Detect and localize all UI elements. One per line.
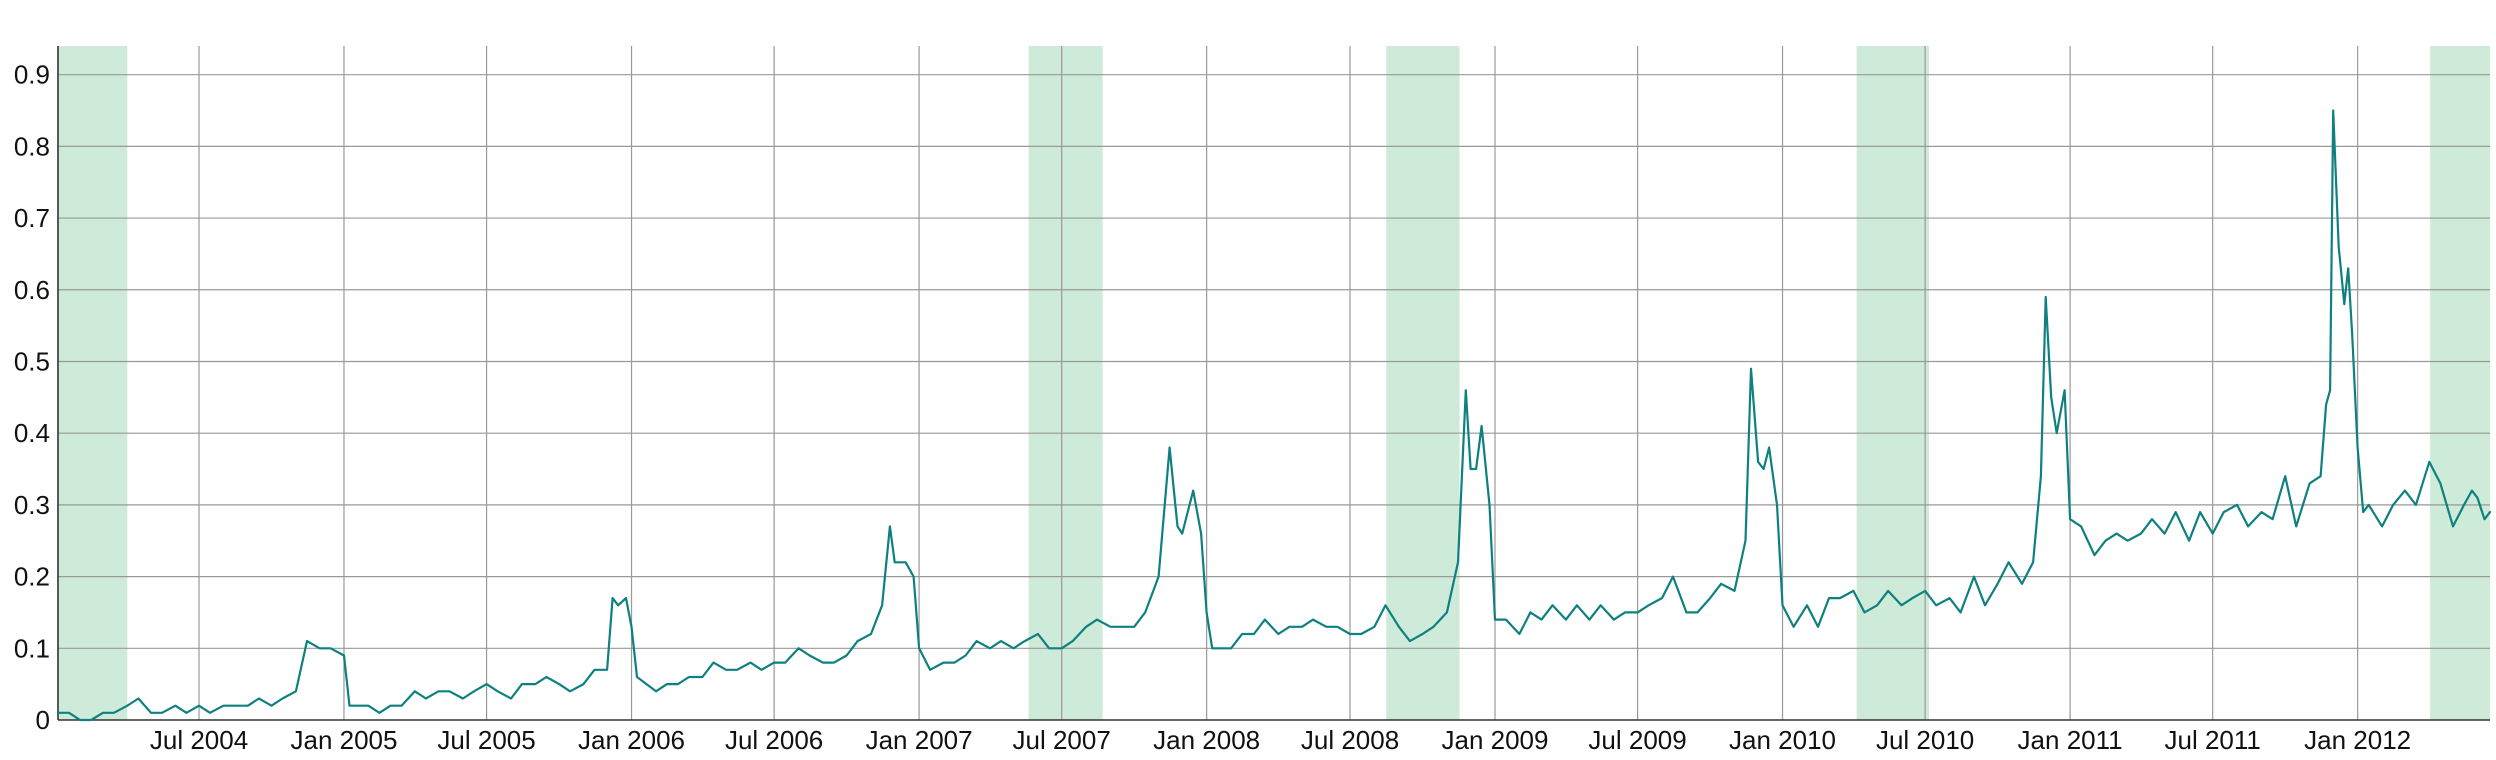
horizontal-gridlines [58, 74, 2490, 649]
shaded-band-1 [58, 46, 128, 720]
x-tick-label: Jul 2004 [150, 725, 248, 755]
shaded-bands [58, 46, 2490, 720]
shaded-band-2 [1028, 46, 1103, 720]
x-tick-label: Jan 2008 [1153, 725, 1260, 755]
x-tick-label: Jul 2007 [1013, 725, 1111, 755]
x-tick-label: Jan 2009 [1441, 725, 1548, 755]
shaded-band-3 [1386, 46, 1460, 720]
y-tick-label: 0 [36, 705, 50, 735]
y-tick-label: 0.4 [14, 418, 50, 448]
x-tick-label: Jan 2012 [2304, 725, 2411, 755]
x-tick-label: Jan 2006 [578, 725, 685, 755]
y-tick-label: 0.1 [14, 633, 50, 663]
shaded-band-4 [1856, 46, 1930, 720]
y-tick-label: 0.8 [14, 131, 50, 161]
x-tick-label: Jul 2010 [1876, 725, 1974, 755]
x-tick-label: Jul 2006 [725, 725, 823, 755]
y-tick-labels: 0 0.1 0.2 0.3 0.4 0.5 0.6 0.7 0.8 0.9 [14, 60, 50, 735]
y-tick-label: 0.9 [14, 60, 50, 90]
x-tick-labels: Jul 2004 Jan 2005 Jul 2005 Jan 2006 Jul 2006… [150, 725, 2411, 755]
y-tick-label: 0.6 [14, 275, 50, 305]
x-tick-label: Jul 2008 [1301, 725, 1399, 755]
x-tick-label: Jul 2011 [2165, 725, 2261, 755]
y-tick-label: 0.2 [14, 562, 50, 592]
x-tick-label: Jan 2007 [866, 725, 973, 755]
shaded-band-5 [2430, 46, 2490, 720]
x-tick-label: Jul 2005 [437, 725, 535, 755]
series-group [56, 109, 2492, 722]
series-line-1 [56, 109, 2492, 722]
vertical-gridlines [198, 46, 2359, 720]
y-tick-label: 0.7 [14, 203, 50, 233]
y-tick-label: 0.5 [14, 346, 50, 376]
x-tick-label: Jan 2011 [2018, 725, 2123, 755]
x-tick-label: Jan 2010 [1729, 725, 1836, 755]
y-tick-label: 0.3 [14, 490, 50, 520]
x-tick-label: Jan 2005 [290, 725, 397, 755]
x-tick-label: Jul 2009 [1588, 725, 1686, 755]
